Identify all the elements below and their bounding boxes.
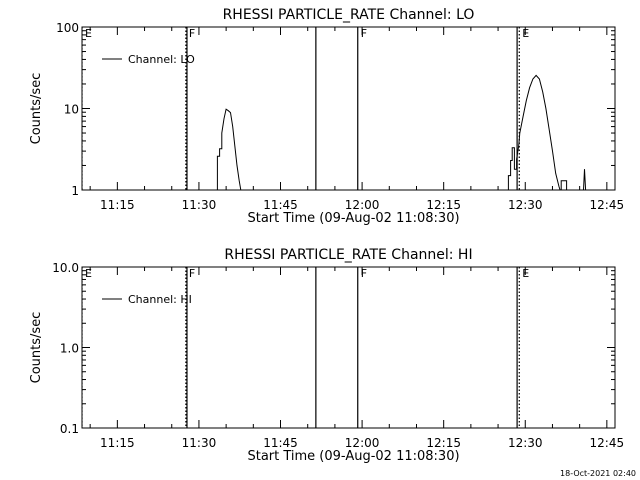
x-tick-label: 11:45 (263, 198, 298, 212)
y-tick-label: 1.0 (60, 342, 79, 356)
x-tick-label: 12:30 (508, 198, 543, 212)
y-tick-label: 100 (56, 21, 79, 35)
data-series-line (214, 108, 242, 190)
y-tick-label: 0.1 (60, 422, 79, 436)
x-tick-label: 11:30 (182, 436, 217, 450)
plot-area (82, 267, 520, 428)
marker-label: E (85, 267, 92, 280)
y-axis-label: Counts/sec (29, 73, 44, 145)
y-tick-label: 10 (64, 103, 79, 117)
y-tick-label: 1 (71, 184, 79, 198)
marker-label: E (85, 27, 92, 40)
plot-area (82, 27, 587, 190)
y-tick-label: 10.0 (52, 261, 79, 275)
marker-label: E (522, 27, 529, 40)
marker-label: F (361, 267, 367, 280)
legend-label: Channel: LO (128, 53, 195, 66)
x-tick-label: 11:15 (100, 436, 135, 450)
x-tick-label: 12:45 (590, 198, 625, 212)
x-tick-label: 11:30 (182, 198, 217, 212)
x-tick-label: 12:45 (590, 436, 625, 450)
y-axis-label: Counts/sec (29, 312, 44, 384)
chart-panel-2: RHESSI PARTICLE_RATE Channel: HI 11:15 11:… (29, 247, 624, 464)
marker-label: E (522, 267, 529, 280)
data-series-line (506, 74, 561, 190)
legend-label: Channel: HI (128, 293, 192, 306)
data-series-line (560, 180, 568, 190)
chart-panel-1: RHESSI PARTICLE_RATE Channel: LO 11:15 11:… (29, 7, 624, 226)
x-axis-label: Start Time (09-Aug-02 11:08:30) (247, 211, 459, 226)
marker-label: F (189, 27, 195, 40)
x-tick-label: 12:00 (345, 436, 380, 450)
x-tick-label: 12:15 (426, 436, 461, 450)
x-axis-label: Start Time (09-Aug-02 11:08:30) (247, 449, 459, 464)
x-tick-label: 12:15 (426, 198, 461, 212)
x-tick-label: 11:45 (263, 436, 298, 450)
footer-timestamp: 18-Oct-2021 02:40 (560, 469, 636, 478)
chart-title: RHESSI PARTICLE_RATE Channel: HI (224, 247, 472, 263)
marker-label: F (361, 27, 367, 40)
x-tick-label: 12:30 (508, 436, 543, 450)
data-series-line (583, 169, 587, 190)
marker-label: F (189, 267, 195, 280)
plot-frame (81, 26, 616, 191)
x-tick-label: 12:00 (345, 198, 380, 212)
x-tick-label: 11:15 (100, 198, 135, 212)
plot-frame (81, 266, 616, 429)
chart-title: RHESSI PARTICLE_RATE Channel: LO (223, 7, 475, 23)
